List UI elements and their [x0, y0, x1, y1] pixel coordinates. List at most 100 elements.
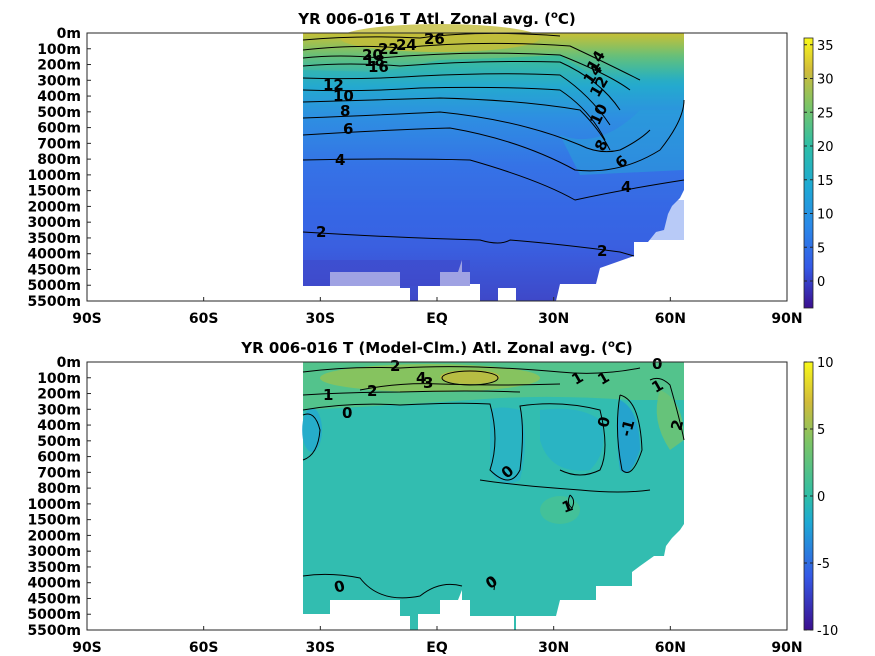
x-tick-label: 30S: [306, 311, 336, 327]
colorbar-tick-label: 10: [817, 356, 834, 371]
colorbar-tick-label: 30: [817, 73, 834, 88]
x-tick-label: 30N: [538, 640, 569, 656]
contour-label: 4: [416, 369, 426, 387]
contour-label: 0: [652, 355, 662, 373]
panel2-contours: [302, 366, 685, 599]
contour-label: 26: [424, 30, 445, 48]
panel1-y-axis: 0m100m200m300m400m500m600m700m800m1000m1…: [27, 26, 91, 310]
x-tick-label: 90N: [771, 640, 802, 656]
y-tick-label: 3000m: [27, 544, 81, 560]
y-tick-label: 4000m: [27, 247, 81, 263]
contour-label: 4: [335, 151, 345, 169]
y-tick-label: 400m: [37, 89, 81, 105]
y-tick-label: 100m: [37, 371, 81, 387]
y-tick-label: 500m: [37, 434, 81, 450]
y-tick-label: 5000m: [27, 607, 81, 623]
x-tick-label: 60S: [189, 640, 219, 656]
y-tick-label: 3500m: [27, 560, 81, 576]
panel2-x-axis: 90S 60S 30S EQ 30N 60N 90N: [72, 626, 803, 656]
contour-label: 0: [594, 415, 614, 430]
colorbar-tick-label: 35: [817, 39, 834, 54]
contour-label: 3: [423, 374, 433, 392]
panel-temperature-anomaly: YR 006-016 T (Model-Clm.) Atl. Zonal avg…: [27, 339, 838, 656]
contour-label: 6: [343, 120, 353, 138]
contour-label: 0: [342, 404, 352, 422]
contour-label: 2: [597, 242, 607, 260]
y-tick-label: 300m: [37, 73, 81, 89]
y-tick-label: 3000m: [27, 215, 81, 231]
y-tick-label: 2000m: [27, 528, 81, 544]
y-tick-label: 4500m: [27, 262, 81, 278]
y-tick-label: 200m: [37, 58, 81, 74]
y-tick-label: 1000m: [27, 497, 81, 513]
x-tick-label: 90S: [72, 311, 102, 327]
y-tick-label: 5500m: [27, 623, 81, 639]
y-tick-label: 800m: [37, 152, 81, 168]
colorbar-tick-label: 10: [817, 208, 834, 223]
contour-label: 12: [323, 76, 344, 94]
colorbar-tick-label: 0: [817, 275, 825, 290]
y-tick-label: 200m: [37, 387, 81, 403]
x-tick-label: 90S: [72, 640, 102, 656]
contour-label: -1: [617, 418, 639, 439]
x-tick-label: 60N: [655, 640, 686, 656]
y-tick-label: 5500m: [27, 294, 81, 310]
x-tick-label: 30S: [306, 640, 336, 656]
panel1-colorbar: [803, 37, 814, 309]
y-tick-label: 700m: [37, 136, 81, 152]
colorbar-tick-label: 5: [817, 423, 825, 438]
panel2-y-axis: 0m100m200m300m400m500m600m700m800m1000m1…: [27, 355, 91, 639]
y-tick-label: 0m: [57, 26, 81, 42]
y-tick-label: 4000m: [27, 576, 81, 592]
colorbar-tick-label: 25: [817, 106, 834, 121]
y-tick-label: 5000m: [27, 278, 81, 294]
y-tick-label: 400m: [37, 418, 81, 434]
y-tick-label: 0m: [57, 355, 81, 371]
y-tick-label: 3500m: [27, 231, 81, 247]
colorbar-tick-label: 0: [817, 490, 825, 505]
panel-temperature: YR 006-016 T Atl. Zonal avg. (oC): [27, 10, 833, 327]
y-tick-label: 700m: [37, 465, 81, 481]
contour-label: 2: [367, 382, 377, 400]
contour-label: 0: [332, 577, 347, 597]
panel1-contours: [302, 32, 685, 257]
panel2-title: YR 006-016 T (Model-Clm.) Atl. Zonal avg…: [240, 339, 632, 357]
y-tick-label: 1000m: [27, 168, 81, 184]
contour-label: 1: [323, 386, 333, 404]
colorbar-tick-label: -5: [817, 557, 830, 572]
y-tick-label: 100m: [37, 42, 81, 58]
y-tick-label: 500m: [37, 105, 81, 121]
contour-label: 2: [316, 223, 326, 241]
contour-label: 4: [621, 178, 631, 196]
x-tick-label: EQ: [426, 311, 448, 327]
y-tick-label: 600m: [37, 121, 81, 137]
panel1-x-axis: 90S 60S 30S EQ 30N 60N 90N: [72, 297, 803, 327]
contour-label: 2: [667, 418, 687, 433]
y-tick-label: 4500m: [27, 591, 81, 607]
contour-label: 24: [396, 36, 417, 54]
panel1-title: YR 006-016 T Atl. Zonal avg. (oC): [297, 10, 576, 28]
x-tick-label: 30N: [538, 311, 569, 327]
colorbar-tick-label: 15: [817, 174, 834, 189]
y-tick-label: 800m: [37, 481, 81, 497]
colorbar-tick-label: -10: [817, 624, 838, 639]
y-tick-label: 2000m: [27, 199, 81, 215]
panel2-field: [302, 362, 684, 630]
x-tick-label: 60S: [189, 311, 219, 327]
panel1-colorbar-ticks: 35 30 25 20 15 10 5 0: [804, 39, 834, 290]
colorbar-tick-label: 5: [817, 241, 825, 256]
contour-label: 16: [368, 58, 389, 76]
panel2-colorbar-ticks: 10 5 0 -5 -10: [804, 356, 838, 639]
contour-label: 18: [364, 52, 385, 70]
x-tick-label: 90N: [771, 311, 802, 327]
contour-label: 8: [340, 102, 350, 120]
x-tick-label: EQ: [426, 640, 448, 656]
contour-label: 2: [390, 357, 400, 375]
contour-label: 22: [378, 40, 399, 58]
x-tick-label: 60N: [655, 311, 686, 327]
contour-label: 10: [333, 87, 354, 105]
contour-label: 20: [362, 46, 383, 64]
y-tick-label: 600m: [37, 450, 81, 466]
y-tick-label: 1500m: [27, 184, 81, 200]
